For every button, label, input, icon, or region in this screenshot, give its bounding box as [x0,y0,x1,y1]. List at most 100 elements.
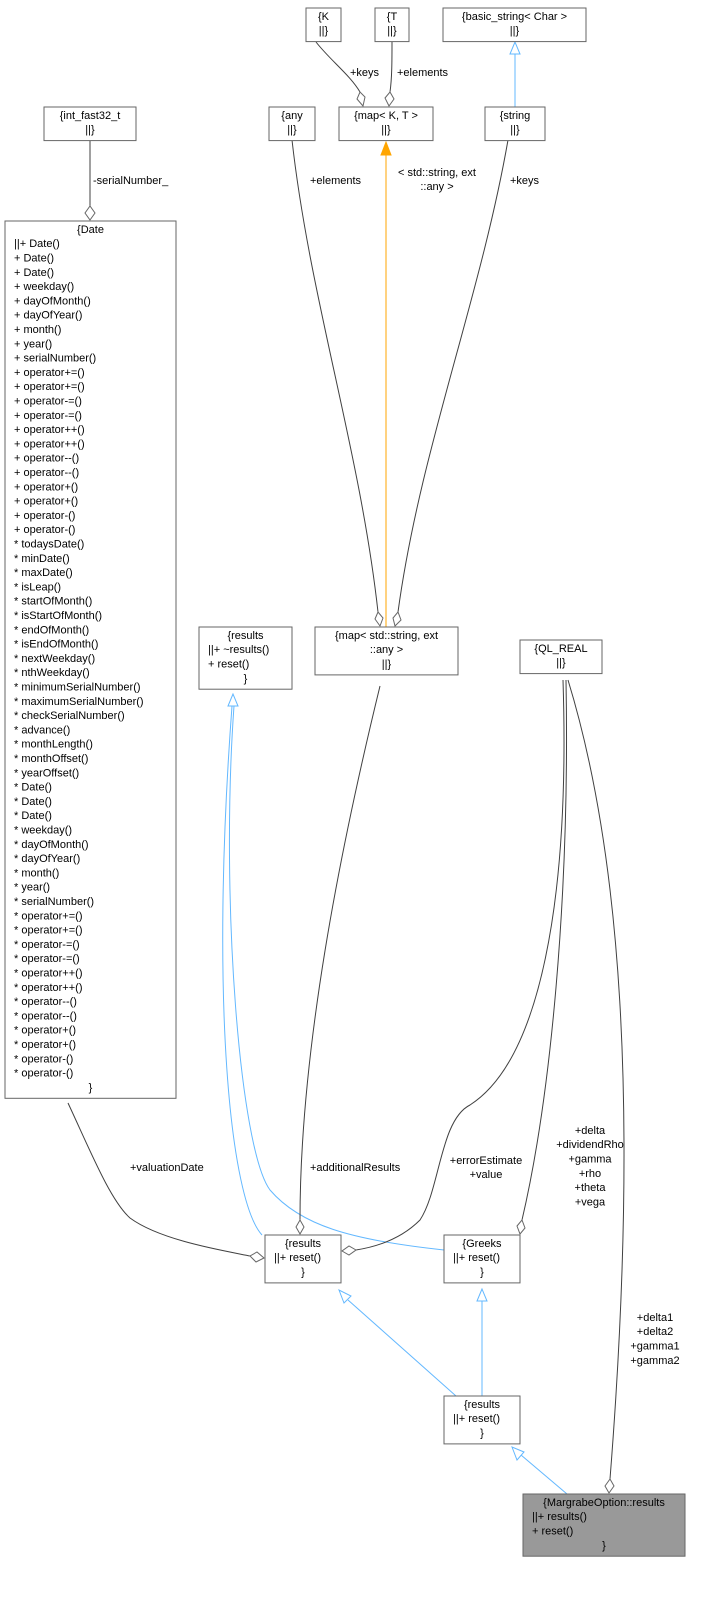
edge [228,705,445,1251]
edge-label: +errorEstimate [450,1155,522,1167]
node-text: ||} [387,25,397,37]
node-text: + operator-=() [14,396,82,408]
diamond [356,91,366,108]
node-text: * todaysDate() [14,539,84,551]
arrow [380,140,392,156]
node-text: + reset() [532,1526,573,1538]
edge-label: +valuationDate [130,1162,204,1174]
edge-label: +elements [397,67,449,79]
diamond [341,1245,357,1256]
node-text: * maximumSerialNumber() [14,696,144,708]
node-text: + serialNumber() [14,353,96,365]
class-node [443,1234,521,1284]
node-text: } [89,1082,93,1094]
node-text: } [602,1540,606,1552]
diamond [84,205,96,221]
class-node [442,7,587,43]
node-text: {Greeks [462,1238,502,1250]
node-text: + reset() [208,659,249,671]
node-text: ||+ Date() [14,238,60,250]
node-text: * month() [14,867,59,879]
node-text: {QL_REAL [534,643,587,655]
edge-label: +keys [510,175,540,187]
node-text: * dayOfYear() [14,853,80,865]
node-text: } [480,1267,484,1279]
node-text: * advance() [14,724,70,736]
node-text: * operator-() [14,1053,73,1065]
node-text: {MargrabeOption::results [543,1497,665,1509]
node-text: + Date() [14,267,54,279]
node-text: * serialNumber() [14,896,94,908]
edge [222,705,263,1236]
diamond [249,1251,265,1263]
node-text: * weekday() [14,825,72,837]
edge-label: -serialNumber_ [93,175,169,187]
node-text: ||} [287,124,297,136]
node-text: * operator+=() [14,910,82,922]
node-text: * maxDate() [14,567,73,579]
node-text: * startOfMonth() [14,596,92,608]
node-text: * isStartOfMonth() [14,610,102,622]
node-text: * operator--() [14,996,77,1008]
edge [67,1102,251,1257]
edge [521,679,568,1221]
node-text: * operator++() [14,968,82,980]
edge-label: < std::string, ext [398,167,476,179]
node-text: * operator+=() [14,925,82,937]
node-text: * operator--() [14,1010,77,1022]
node-text: {T [387,11,398,23]
class-node [43,106,137,142]
node-text: ||} [510,25,520,37]
node-text: + operator++() [14,438,85,450]
node-text: ::any > [370,644,403,656]
node-text: {any [281,110,303,122]
edge [567,679,625,1480]
node-text: * operator-() [14,1068,73,1080]
node-text: * Date() [14,810,52,822]
edge-label: +gamma [568,1154,612,1166]
arrow [227,692,239,707]
node-text: ||+ results() [532,1511,587,1523]
edge [389,41,393,93]
node-text: * year() [14,882,50,894]
node-text: * endOfMonth() [14,624,89,636]
edge-label: +delta [575,1125,606,1137]
edge-label: +dividendRho [556,1139,624,1151]
node-text: * Date() [14,796,52,808]
node-text: ||} [382,659,392,671]
edge [315,41,361,93]
edge-label: +keys [350,67,380,79]
node-text: ||} [381,124,391,136]
edge-label: ::any > [420,181,453,193]
node-text: {results [464,1399,501,1411]
diamond [516,1219,526,1235]
node-text: * yearOffset() [14,767,79,779]
node-text: ||} [556,657,566,669]
edge [397,139,509,613]
node-text: + operator--() [14,453,79,465]
node-text: ||+ reset() [274,1252,321,1264]
diamond [392,611,402,627]
node-text: + operator+=() [14,381,85,393]
node-text: ||} [85,124,95,136]
diamond [604,1478,615,1494]
node-text: {int_fast32_t [60,110,121,122]
class-node [484,106,546,142]
edge [299,685,381,1221]
node-text: * dayOfMonth() [14,839,89,851]
edge [347,1299,457,1397]
edge-label: +delta1 [637,1312,673,1324]
node-text: * nextWeekday() [14,653,95,665]
node-text: + operator--() [14,467,79,479]
class-node [314,626,459,676]
node-text: } [301,1267,305,1279]
diamond [295,1218,305,1236]
node-text: ||+ ~results() [208,644,269,656]
node-text: {Date [77,224,104,236]
node-text: ||} [510,124,520,136]
edge-label: +elements [310,175,362,187]
node-text: + operator+() [14,496,78,508]
node-text: + operator++() [14,424,85,436]
node-text: * isEndOfMonth() [14,639,98,651]
arrow [509,40,521,55]
